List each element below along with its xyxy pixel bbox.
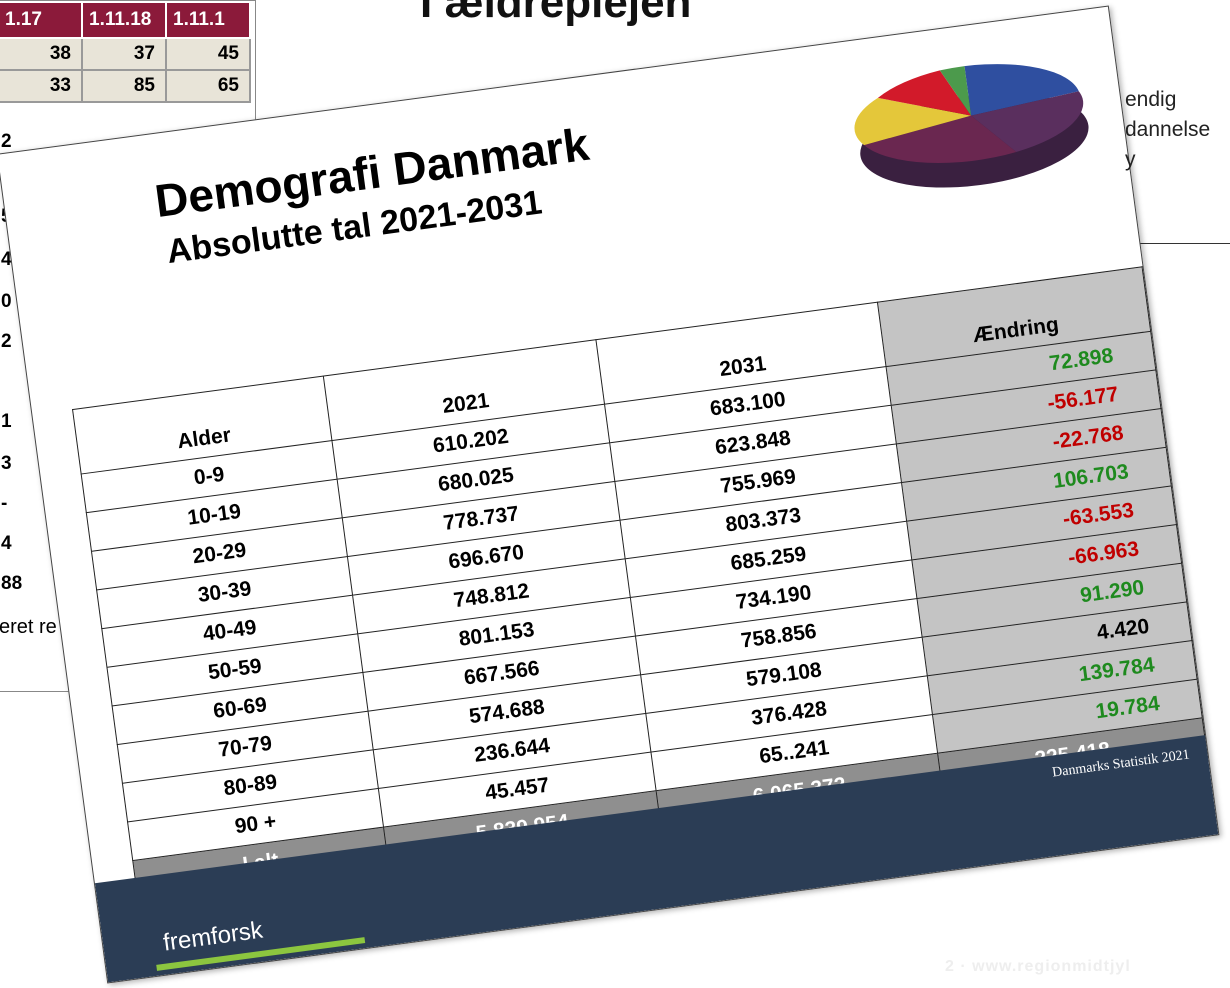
row: 38 37 45 [0, 37, 251, 71]
cell: 37 [81, 37, 167, 71]
cell-fragment: 2 [1, 131, 12, 152]
cell: 38 [0, 37, 83, 71]
cell: 45 [165, 37, 251, 71]
cell-fragment: 1 [1, 411, 12, 432]
cell: 65 [165, 69, 251, 103]
row: 33 85 65 [0, 69, 251, 103]
header-cell: 1.11.1 [165, 1, 251, 39]
background-title: I ældreplejen [420, 0, 692, 27]
cell-fragment: 0 [1, 291, 12, 312]
cell: 85 [81, 69, 167, 103]
text-fragment: endig [1125, 88, 1177, 111]
main-slide: Demografi Danmark Absolutte tal 2021-203… [0, 5, 1220, 984]
background-footer: 2 · www.regionmidtjyl [945, 958, 1131, 975]
background-table: 1.17 1.11.18 1.11.1 38 37 45 33 85 65 [0, 1, 251, 103]
divider [1140, 243, 1230, 244]
cell-fragment: 3 [1, 453, 12, 474]
header-cell: 1.11.18 [81, 1, 167, 39]
text-fragment: y [1125, 148, 1136, 171]
header-cell: 1.17 [0, 1, 83, 39]
text-fragment: dannelse [1125, 118, 1211, 141]
cell-fragment: - [1, 493, 8, 514]
cell-fragment: 88 [1, 573, 23, 594]
note: eret re [0, 616, 57, 638]
cell-fragment: 4 [1, 533, 12, 554]
cell-fragment: 4 [1, 249, 12, 270]
cell: 33 [0, 69, 83, 103]
pie-picture [854, 64, 1089, 188]
cell-fragment: 2 [1, 331, 12, 352]
